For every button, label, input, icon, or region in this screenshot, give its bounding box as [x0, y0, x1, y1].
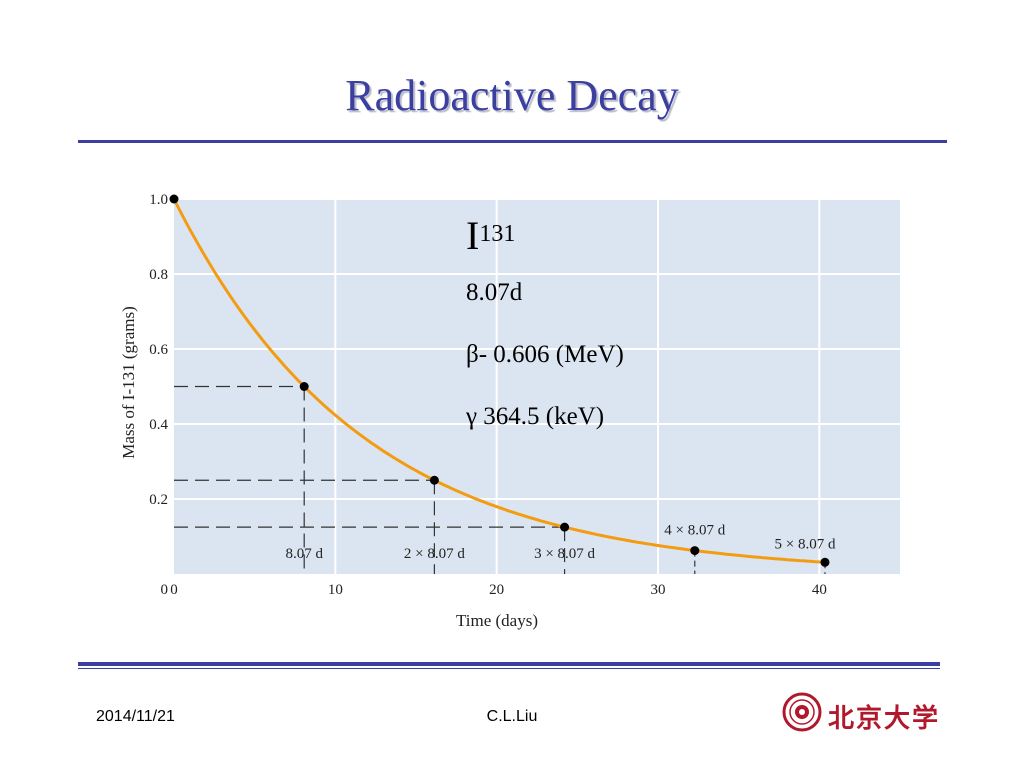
gamma-energy-text: γ 364.5 (keV): [466, 403, 605, 430]
isotope-element: I: [466, 213, 480, 258]
university-logo: 北京大学: [782, 692, 942, 736]
x-tick-label: 30: [651, 582, 666, 598]
data-point: [429, 475, 439, 485]
y-tick-label: 0.4: [149, 417, 168, 433]
data-point-label: 5 × 8.07 d: [774, 536, 835, 552]
decay-curve: [172, 198, 826, 564]
decay-chart: 0 10 20 30 40 0 0.2 0.4 0.6 0.8 1.0 Time (days) Mass…: [110, 185, 910, 637]
data-point: [690, 546, 700, 556]
y-tick-label: 0.6: [149, 342, 168, 358]
y-tick-label: 0.8: [149, 267, 168, 283]
footer-divider: [78, 662, 940, 666]
university-seal-icon: [782, 692, 822, 732]
data-point-label: 4 × 8.07 d: [664, 523, 725, 539]
data-point: [299, 382, 309, 391]
x-tick-label: 40: [812, 582, 827, 598]
half-life-text: 8.07d: [466, 279, 523, 306]
data-point: [169, 194, 179, 204]
x-axis-label: Time (days): [456, 611, 538, 630]
x-tick-label: 10: [328, 582, 343, 598]
y-tick-label: 0.2: [149, 492, 168, 508]
university-name: 北京大学: [828, 704, 941, 734]
footer-date: 2014/11/21: [96, 708, 175, 725]
footer-divider-thin: [78, 668, 940, 669]
decay-chart-svg: 0 10 20 30 40 0 0.2 0.4 0.6 0.8 1.0 Time (days) Mass…: [119, 192, 900, 630]
x-tick-label: 20: [489, 582, 504, 598]
data-point: [820, 557, 830, 567]
isotope-info: I131 8.07d β- 0.606 (MeV) γ 364.5 (keV): [466, 212, 624, 432]
isotope-symbol: I131: [466, 212, 624, 260]
isotope-mass-number: 131: [479, 221, 516, 247]
title-divider: [78, 140, 947, 143]
y-axis-label: Mass of I-131 (grams): [119, 306, 138, 459]
beta-energy-text: β- 0.606 (MeV): [466, 341, 624, 368]
footer-author: C.L.Liu: [486, 708, 538, 725]
data-point-label: 8.07 d: [285, 546, 323, 562]
plot-background: [174, 199, 900, 574]
slide-title: Radioactive Decay: [345, 71, 679, 120]
data-point-label: 3 × 8.07 d: [534, 546, 595, 562]
y-tick-label: 0: [161, 582, 169, 598]
data-point-label: 2 × 8.07 d: [404, 546, 465, 562]
y-tick-label: 1.0: [149, 192, 168, 208]
x-tick-label: 0: [170, 582, 178, 598]
data-point: [560, 522, 570, 532]
